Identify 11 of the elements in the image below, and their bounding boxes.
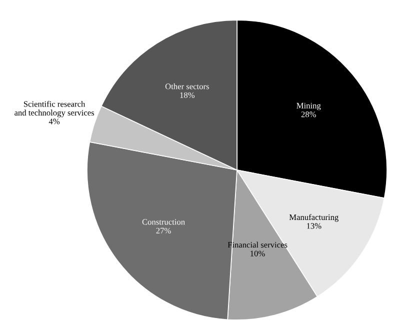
data-label: 10% [250,250,265,256]
slice-label: Construction [142,219,185,225]
slice-label: Manufacturing [289,214,338,222]
slice-label: Mining [296,102,321,110]
data-label: 13% [306,223,322,229]
slice-label: Other sectors [165,83,209,90]
data-label: 4% [48,118,60,124]
data-label: 27% [156,228,171,234]
data-label: 28% [301,112,316,118]
data-label: 18% [180,92,195,98]
slice-label: Scientific research and technology services [14,100,94,118]
